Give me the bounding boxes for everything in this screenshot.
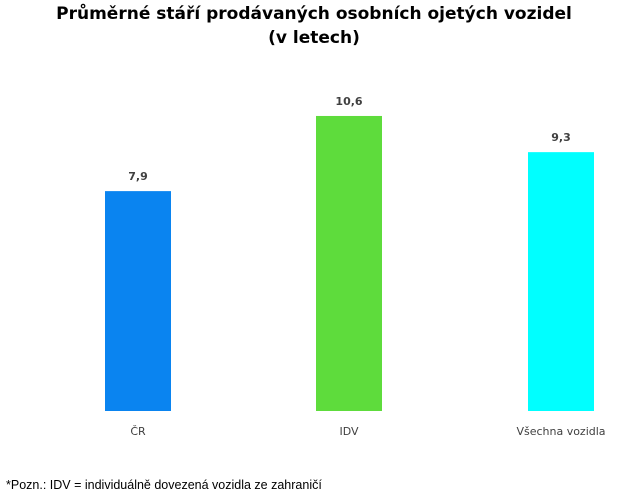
chart-title: Průměrné stáří prodávaných osobních ojet… bbox=[0, 2, 628, 50]
x-tick-label-2: Všechna vozidla bbox=[516, 425, 605, 438]
footnote: *Pozn.: IDV = individuálně dovezená vozi… bbox=[6, 478, 322, 492]
bar-0 bbox=[105, 191, 171, 411]
data-label-2: 9,3 bbox=[551, 131, 571, 144]
bar-chart: 7,9 ČR 10,6 IDV 9,3 Všechna vozidla bbox=[105, 95, 606, 438]
bar-1 bbox=[316, 115, 382, 411]
data-label-1: 10,6 bbox=[335, 95, 362, 108]
bar-2 bbox=[528, 152, 594, 411]
x-tick-label-1: IDV bbox=[339, 425, 359, 438]
chart-title-line-2: (v letech) bbox=[268, 28, 360, 48]
x-tick-label-0: ČR bbox=[130, 425, 146, 438]
chart-title-line-1: Průměrné stáří prodávaných osobních ojet… bbox=[56, 4, 572, 24]
data-label-0: 7,9 bbox=[128, 170, 148, 183]
